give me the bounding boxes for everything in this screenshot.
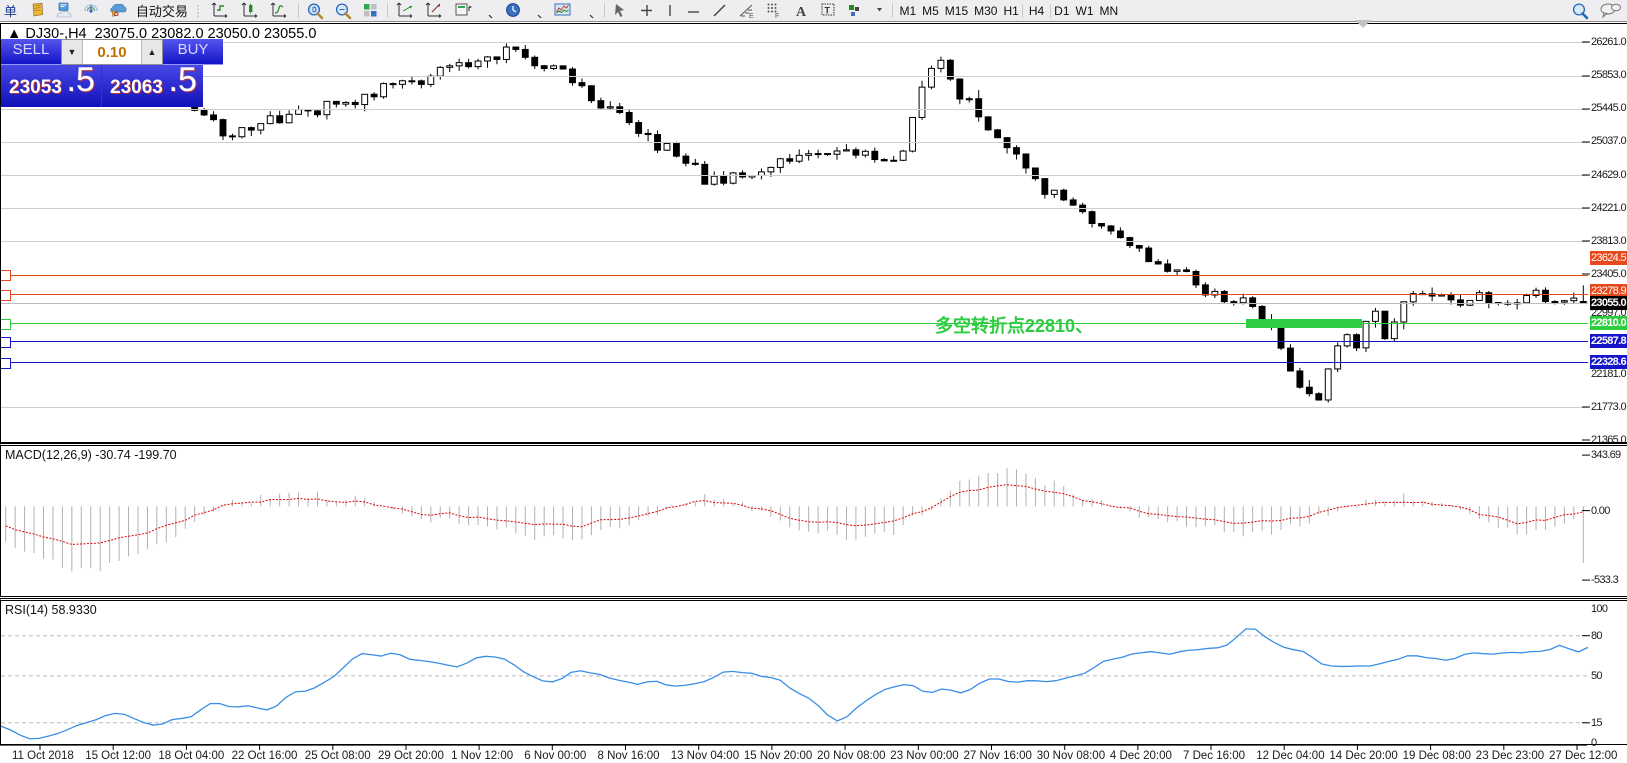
svg-text:T: T [825,5,831,15]
svg-text:单: 单 [4,4,17,19]
svg-text:E: E [749,13,754,20]
svg-text:A: A [796,5,807,20]
svg-text:F: F [775,13,779,20]
